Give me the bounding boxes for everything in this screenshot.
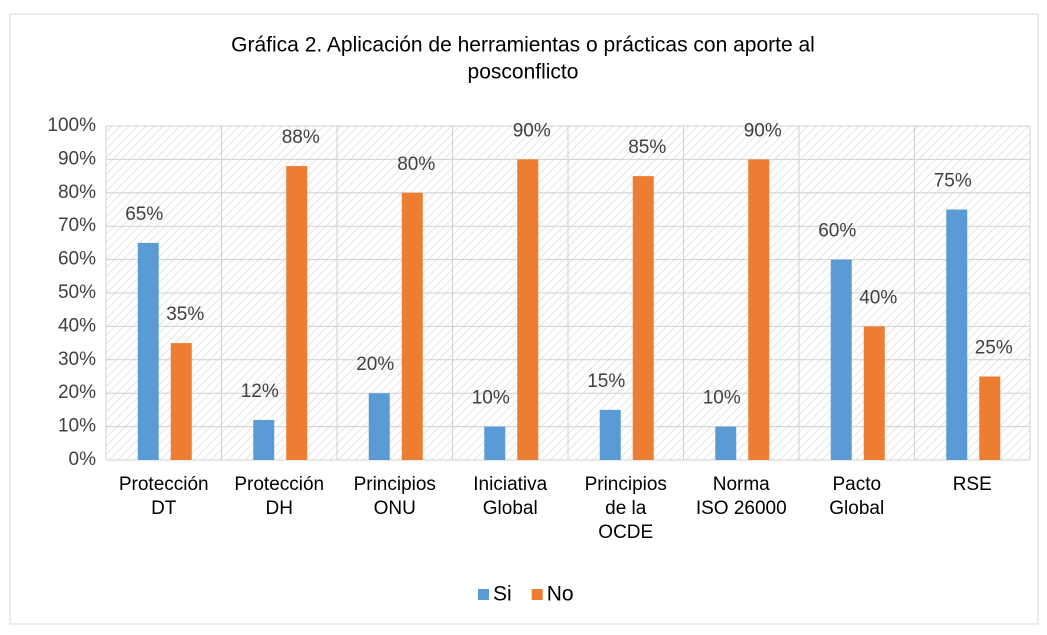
y-tick-label: 80% <box>58 182 96 203</box>
x-tick-label: DT <box>151 498 177 519</box>
data-label: 80% <box>397 154 435 175</box>
chart-title: Gráfica 2. Aplicación de herramientas o … <box>231 34 815 57</box>
legend-swatch <box>531 589 543 600</box>
data-label: 10% <box>472 388 510 409</box>
bar <box>517 159 539 460</box>
data-label: 60% <box>818 221 856 242</box>
legend-swatch <box>478 589 489 600</box>
y-tick-label: 10% <box>58 416 96 437</box>
x-tick-label: OCDE <box>598 522 653 543</box>
chart-title: posconflicto <box>468 61 579 84</box>
x-tick-label: DH <box>266 498 293 519</box>
data-label: 10% <box>703 388 741 409</box>
data-label: 15% <box>587 371 625 392</box>
y-tick-label: 40% <box>58 315 96 336</box>
y-tick-label: 100% <box>47 115 96 136</box>
data-label: 20% <box>356 354 394 375</box>
bar <box>599 409 621 460</box>
data-label: 35% <box>166 304 204 325</box>
x-tick-label: de la <box>605 498 647 519</box>
x-tick-label: Protección <box>119 474 209 495</box>
bar <box>286 166 308 460</box>
bar <box>830 259 852 460</box>
x-tick-label: ISO 26000 <box>696 498 787 519</box>
data-label: 85% <box>628 137 666 158</box>
bar <box>715 426 737 460</box>
data-label: 88% <box>282 127 320 148</box>
bar <box>979 376 1001 460</box>
x-tick-label: RSE <box>953 474 992 495</box>
data-label: 75% <box>934 171 972 192</box>
bar <box>946 209 968 460</box>
x-tick-label: ONU <box>374 498 416 519</box>
bar <box>632 176 654 460</box>
bar <box>170 343 192 460</box>
y-tick-label: 0% <box>69 449 97 470</box>
x-tick-label: Pacto <box>832 474 881 495</box>
bar <box>863 326 885 460</box>
y-tick-label: 30% <box>58 349 96 370</box>
x-tick-label: Principios <box>585 474 667 495</box>
bar <box>253 419 275 460</box>
y-tick-label: 90% <box>58 148 96 169</box>
legend-label: No <box>547 583 574 606</box>
data-label: 40% <box>859 287 897 308</box>
x-tick-label: Global <box>829 498 884 519</box>
data-label: 65% <box>125 204 163 225</box>
bar <box>368 393 390 460</box>
bar <box>401 192 423 461</box>
x-tick-label: Iniciativa <box>473 474 547 495</box>
legend-label: Si <box>493 583 512 606</box>
x-tick-label: Protección <box>234 474 324 495</box>
bar <box>748 159 770 460</box>
data-label: 25% <box>975 338 1013 359</box>
x-tick-label: Principios <box>354 474 436 495</box>
data-label: 90% <box>744 120 782 141</box>
x-tick-label: Global <box>483 498 538 519</box>
data-label: 90% <box>513 120 551 141</box>
x-tick-label: Norma <box>713 474 770 495</box>
data-label: 12% <box>241 381 279 402</box>
y-tick-label: 60% <box>58 249 96 270</box>
bar <box>137 242 159 460</box>
bar <box>484 426 506 460</box>
y-tick-label: 50% <box>58 282 96 303</box>
y-tick-label: 20% <box>58 382 96 403</box>
y-tick-label: 70% <box>58 215 96 236</box>
